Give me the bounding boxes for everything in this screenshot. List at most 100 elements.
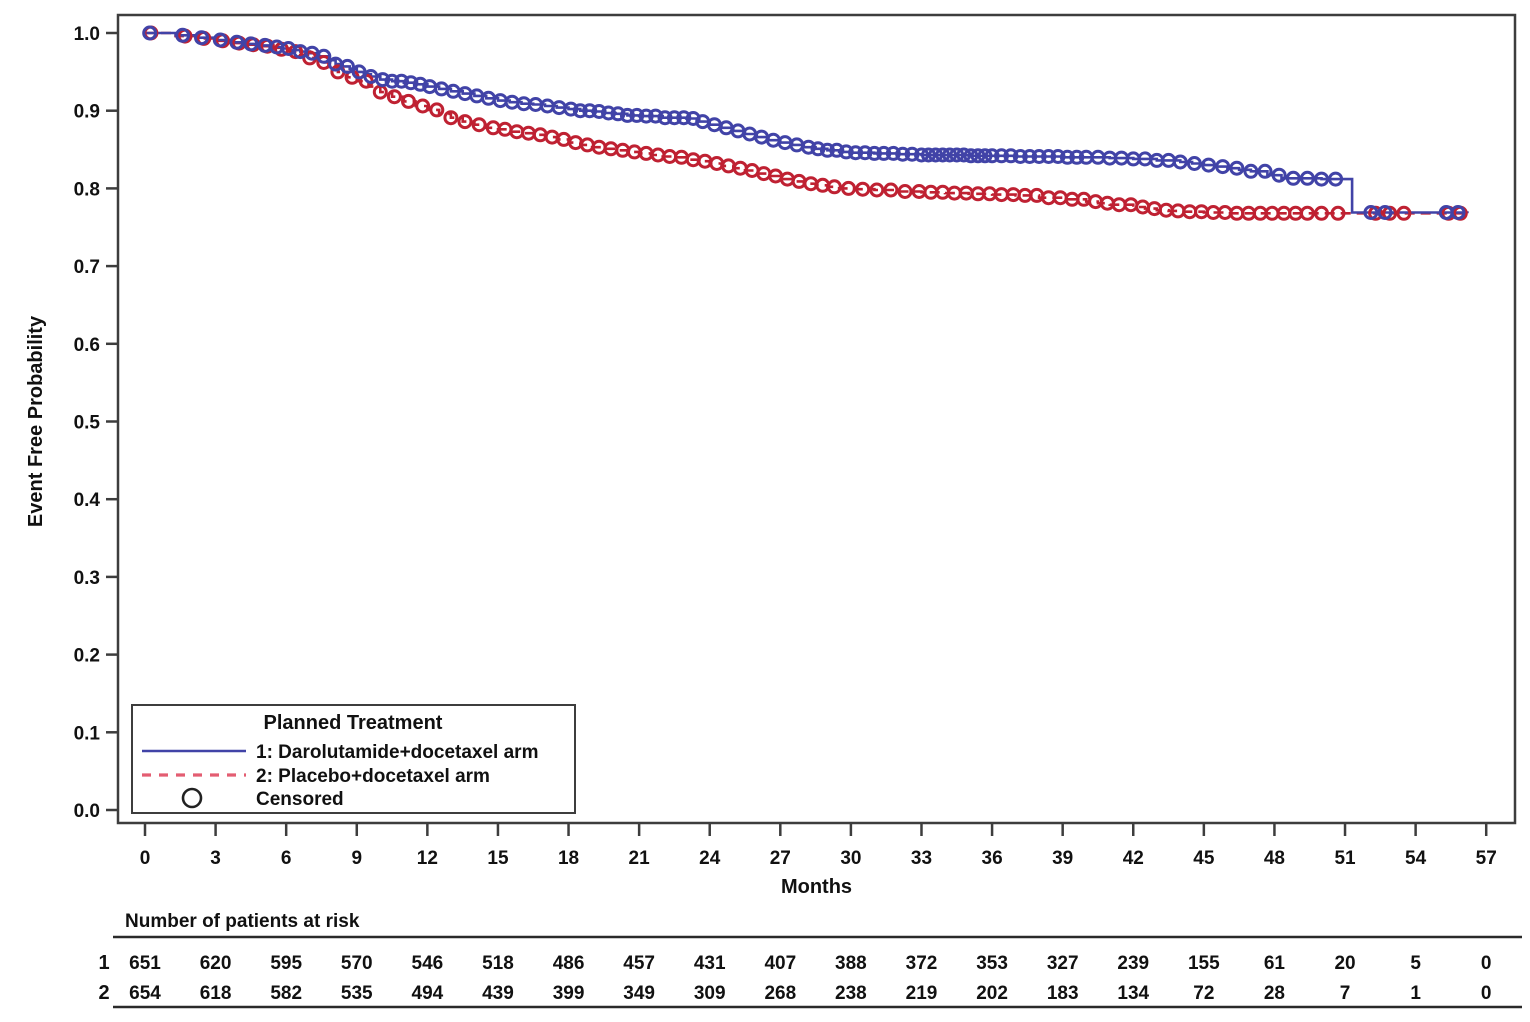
at-risk-count: 349 — [623, 983, 655, 1004]
censor-mark-icon — [1172, 154, 1188, 170]
censor-mark-icon — [994, 148, 1009, 164]
censor-markers-placebo-arm — [143, 25, 1468, 221]
at-risk-table — [113, 935, 1522, 1009]
censor-mark-icon — [175, 27, 191, 43]
at-risk-count: 651 — [129, 953, 161, 974]
censor-mark-icon — [1314, 171, 1329, 187]
at-risk-title: Number of patients at risk — [125, 911, 360, 932]
censor-mark-icon — [457, 114, 473, 130]
x-tick-label: 57 — [1476, 848, 1497, 869]
y-tick-label: 0.4 — [74, 490, 101, 511]
censor-mark-icon — [1059, 149, 1075, 165]
censor-mark-icon — [848, 145, 864, 161]
at-risk-count: 239 — [1117, 953, 1149, 974]
at-risk-count: 457 — [623, 953, 655, 974]
censor-mark-icon — [949, 147, 965, 163]
censor-mark-icon — [1022, 149, 1038, 164]
y-tick-label: 0.0 — [74, 801, 100, 822]
censor-mark-icon — [855, 181, 871, 197]
censor-mark-icon — [401, 93, 416, 109]
censor-mark-icon — [1201, 157, 1217, 173]
x-tick-label: 9 — [351, 848, 362, 869]
at-risk-count: 595 — [270, 953, 302, 974]
censor-mark-icon — [142, 25, 158, 41]
x-tick-label: 30 — [840, 848, 861, 869]
censor-mark-icon — [1041, 149, 1057, 164]
legend-box — [131, 704, 576, 814]
censor-mark-icon — [883, 182, 899, 198]
censor-mark-icon — [1271, 167, 1287, 183]
x-tick-label: 12 — [417, 848, 438, 869]
at-risk-count: 620 — [200, 953, 232, 974]
censor-mark-icon — [914, 147, 929, 163]
censor-markers-darolutamide-arm — [142, 25, 1466, 220]
at-risk-count: 486 — [553, 953, 585, 974]
x-tick-label: 33 — [911, 848, 932, 869]
x-tick-label: 15 — [487, 848, 509, 869]
censor-mark-icon — [866, 145, 882, 161]
censor-mark-icon — [829, 142, 845, 158]
censor-mark-icon — [657, 110, 673, 126]
legend — [131, 704, 576, 814]
at-risk-count: 1 — [1410, 983, 1421, 1004]
censor-mark-icon — [648, 108, 664, 124]
censor-mark-icon — [619, 107, 635, 123]
legend-entry-censored: Censored — [256, 789, 344, 810]
censor-mark-icon — [869, 182, 885, 198]
legend-title: Planned Treatment — [264, 712, 443, 734]
at-risk-count: 5 — [1410, 953, 1421, 974]
censor-mark-icon — [1377, 205, 1393, 220]
censor-mark-icon — [375, 72, 391, 88]
y-tick-label: 1.0 — [74, 24, 100, 45]
at-risk-count: 134 — [1117, 983, 1149, 1004]
censor-mark-icon — [810, 141, 826, 157]
y-tick-label: 0.1 — [74, 723, 101, 744]
censor-mark-icon — [601, 105, 616, 121]
censor-mark-icon — [977, 148, 993, 164]
at-risk-count: 431 — [694, 953, 726, 974]
x-tick-label: 24 — [699, 848, 721, 869]
at-risk-count: 0 — [1481, 953, 1492, 974]
legend-censored-circle-icon — [181, 787, 203, 809]
x-tick-label: 27 — [770, 848, 791, 869]
censor-mark-icon — [1363, 205, 1379, 220]
at-risk-count: 618 — [200, 983, 232, 1004]
censor-mark-icon — [984, 148, 1000, 164]
censor-mark-icon — [970, 148, 986, 164]
censor-mark-icon — [229, 34, 245, 50]
censor-mark-icon — [876, 145, 892, 161]
censor-mark-icon — [928, 147, 944, 163]
censor-mark-icon — [826, 179, 842, 195]
censor-mark-icon — [895, 146, 911, 162]
x-tick-label: 39 — [1052, 848, 1073, 869]
y-tick-label: 0.8 — [74, 179, 100, 200]
censor-mark-icon — [1088, 194, 1104, 210]
y-tick-label: 0.2 — [74, 646, 100, 667]
censor-mark-icon — [676, 110, 692, 126]
censor-mark-icon — [629, 107, 645, 123]
censor-mark-icon — [1257, 163, 1273, 179]
x-tick-label: 48 — [1264, 848, 1285, 869]
censor-mark-icon — [857, 145, 873, 161]
at-risk-count: 518 — [482, 953, 514, 974]
at-risk-count: 219 — [906, 983, 938, 1004]
at-risk-count: 353 — [976, 953, 1008, 974]
plot-frame — [116, 13, 1517, 825]
legend-entry-arm1: 1: Darolutamide+docetaxel arm — [256, 742, 538, 763]
at-risk-count: 570 — [341, 953, 373, 974]
censor-mark-icon — [638, 108, 654, 124]
censor-mark-icon — [1069, 149, 1085, 165]
at-risk-count: 546 — [412, 953, 444, 974]
x-tick-label: 45 — [1193, 848, 1215, 869]
censor-mark-icon — [243, 36, 259, 52]
censor-mark-icon — [1031, 149, 1047, 164]
censor-mark-icon — [1330, 205, 1346, 221]
censor-mark-icon — [415, 98, 431, 114]
at-risk-count: 654 — [129, 983, 161, 1004]
at-risk-count: 0 — [1481, 983, 1492, 1004]
y-tick-label: 0.7 — [74, 257, 100, 278]
censor-mark-icon — [897, 184, 913, 199]
x-tick-label: 21 — [629, 848, 651, 869]
censor-mark-icon — [1050, 149, 1066, 164]
